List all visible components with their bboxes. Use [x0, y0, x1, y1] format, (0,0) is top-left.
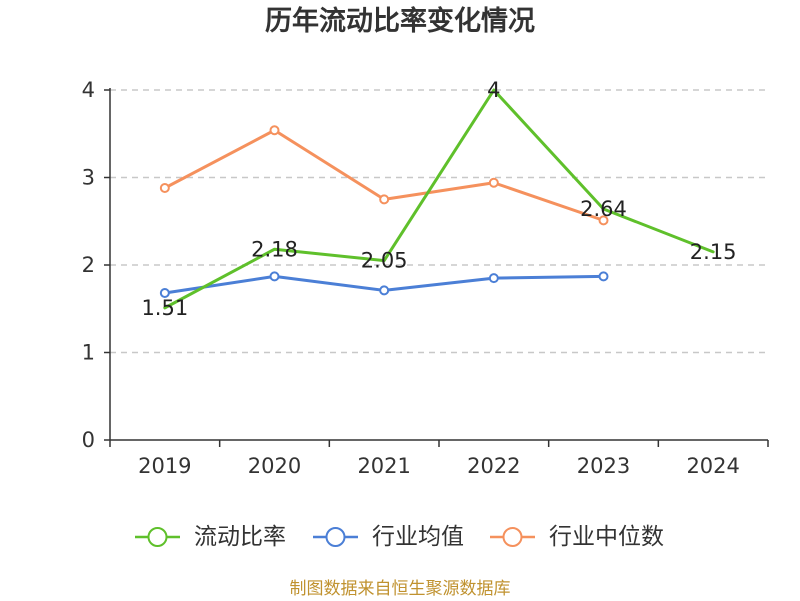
- y-tick-label: 2: [82, 253, 95, 277]
- x-tick-label: 2019: [138, 454, 191, 478]
- series-1-data-label: 1.51: [141, 296, 188, 320]
- series-1-data-label: 2.15: [690, 240, 737, 264]
- series-1-data-label: 2.05: [361, 249, 408, 273]
- legend-item-1[interactable]: 流动比率: [135, 524, 286, 550]
- y-tick-label: 3: [82, 166, 95, 190]
- series-1-data-label: 4: [487, 78, 500, 102]
- series-1-data-label: 2.18: [251, 237, 298, 261]
- source-footer: 制图数据来自恒生聚源数据库: [289, 579, 511, 599]
- x-tick-label: 2022: [467, 454, 520, 478]
- legend-label: 行业中位数: [549, 524, 664, 550]
- series-2-point: [488, 273, 499, 284]
- series-line-1: [163, 88, 715, 310]
- legend-circle-icon: [325, 527, 346, 547]
- x-tick-label: 2020: [248, 454, 301, 478]
- legend-item-2[interactable]: 行业均值: [313, 524, 464, 550]
- legend-circle-icon: [502, 527, 523, 547]
- series-3-point: [159, 183, 170, 193]
- legend-label: 行业均值: [372, 524, 464, 550]
- series-3-point: [598, 215, 609, 226]
- series-line-3: [163, 128, 605, 222]
- x-tick-label: 2021: [357, 454, 410, 478]
- y-tick-label: 1: [82, 341, 95, 365]
- x-tick-label: 2023: [577, 454, 630, 478]
- series-2-point: [598, 271, 609, 282]
- series-2-point: [269, 271, 280, 282]
- series-1-data-label: 2.64: [580, 197, 627, 221]
- series-3-point: [269, 125, 280, 136]
- series-3-point: [379, 194, 390, 205]
- y-tick-label: 4: [82, 78, 95, 102]
- legend-item-3[interactable]: 行业中位数: [490, 524, 664, 550]
- series-2-point: [159, 288, 170, 298]
- x-tick-label: 2024: [686, 454, 739, 478]
- chart-title: 历年流动比率变化情况: [265, 6, 535, 37]
- y-tick-label: 0: [82, 428, 95, 452]
- series-2-point: [379, 285, 390, 296]
- series-3-point: [488, 177, 499, 188]
- legend-label: 流动比率: [194, 524, 286, 550]
- legend-circle-icon: [147, 527, 168, 547]
